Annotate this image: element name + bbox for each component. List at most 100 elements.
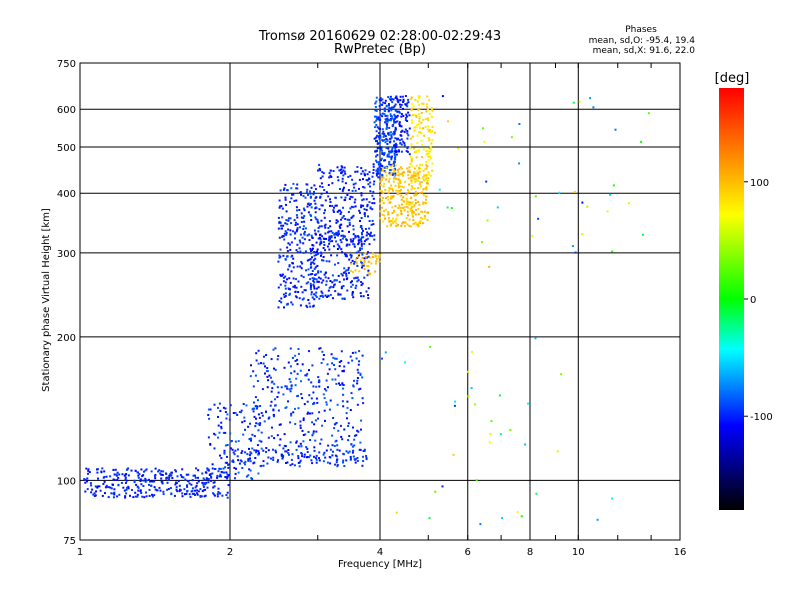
scatter-point bbox=[307, 299, 310, 301]
scatter-point bbox=[282, 254, 285, 257]
y-tick-label: 750 bbox=[57, 59, 76, 70]
scatter-point bbox=[397, 184, 400, 187]
scatter-point bbox=[351, 359, 354, 362]
scatter-point bbox=[391, 98, 393, 101]
scatter-point bbox=[376, 142, 379, 145]
scatter-point bbox=[400, 210, 403, 213]
scatter-point bbox=[415, 193, 418, 196]
scatter-point bbox=[333, 357, 336, 360]
scatter-point bbox=[341, 400, 344, 403]
scatter-point bbox=[446, 206, 449, 209]
scatter-point bbox=[417, 96, 420, 99]
scatter-point bbox=[256, 444, 259, 447]
scatter-point bbox=[338, 169, 341, 172]
scatter-point bbox=[397, 186, 400, 189]
scatter-point bbox=[352, 243, 355, 246]
scatter-point bbox=[341, 237, 344, 240]
scatter-point bbox=[296, 363, 299, 366]
scatter-point bbox=[407, 206, 410, 209]
scatter-point bbox=[329, 280, 332, 282]
scatter-point bbox=[428, 517, 431, 520]
scatter-point bbox=[150, 484, 153, 487]
scatter-point bbox=[257, 413, 260, 416]
scatter-point bbox=[361, 170, 364, 173]
scatter-point bbox=[341, 177, 344, 180]
scatter-point bbox=[302, 434, 305, 436]
scatter-point bbox=[256, 405, 259, 408]
scatter-point bbox=[346, 406, 349, 409]
scatter-point bbox=[402, 221, 404, 224]
scatter-point bbox=[317, 271, 320, 274]
scatter-point bbox=[352, 384, 355, 387]
scatter-point bbox=[211, 472, 214, 475]
scatter-point bbox=[393, 120, 396, 123]
scatter-point bbox=[388, 189, 391, 192]
scatter-point bbox=[217, 470, 220, 473]
scatter-point bbox=[311, 277, 314, 280]
scatter-point bbox=[391, 164, 394, 167]
scatter-point bbox=[425, 164, 428, 167]
scatter-point bbox=[184, 493, 186, 496]
scatter-point bbox=[343, 166, 346, 169]
scatter-point bbox=[407, 214, 409, 217]
scatter-point bbox=[425, 185, 428, 188]
scatter-point bbox=[297, 291, 300, 293]
scatter-point bbox=[336, 448, 339, 451]
scatter-point bbox=[278, 206, 281, 209]
scatter-point bbox=[369, 234, 372, 237]
scatter-point bbox=[343, 297, 346, 300]
scatter-point bbox=[263, 355, 265, 358]
scatter-point bbox=[311, 270, 314, 272]
scatter-point bbox=[388, 150, 390, 153]
scatter-point bbox=[327, 277, 330, 280]
scatter-point bbox=[399, 173, 402, 175]
scatter-point bbox=[313, 262, 316, 265]
scatter-point bbox=[310, 186, 313, 189]
scatter-point bbox=[318, 451, 321, 454]
scatter-point bbox=[367, 183, 370, 186]
scatter-point bbox=[283, 187, 286, 190]
scatter-point bbox=[342, 370, 345, 373]
scatter-point bbox=[367, 232, 370, 235]
scatter-point bbox=[296, 243, 299, 246]
scatter-point bbox=[278, 222, 281, 225]
colorbar-label: [deg] bbox=[715, 71, 750, 86]
scatter-point bbox=[388, 186, 391, 189]
scatter-point bbox=[417, 187, 420, 189]
scatter-point bbox=[342, 405, 345, 408]
scatter-point bbox=[401, 185, 404, 188]
scatter-point bbox=[417, 150, 420, 153]
scatter-point bbox=[346, 277, 349, 280]
scatter-point bbox=[340, 168, 343, 171]
scatter-point bbox=[429, 146, 432, 149]
scatter-point bbox=[248, 468, 251, 471]
scatter-point bbox=[395, 146, 398, 149]
scatter-point bbox=[358, 187, 360, 190]
scatter-point bbox=[278, 444, 281, 447]
scatter-point bbox=[162, 470, 165, 473]
scatter-point bbox=[417, 213, 420, 216]
scatter-point bbox=[340, 172, 343, 175]
scatter-point bbox=[325, 237, 328, 240]
scatter-point bbox=[226, 491, 229, 494]
scatter-point bbox=[303, 220, 306, 223]
scatter-point bbox=[329, 169, 332, 172]
scatter-point bbox=[379, 172, 381, 175]
scatter-point bbox=[357, 430, 360, 433]
scatter-point bbox=[315, 458, 318, 461]
scatter-point bbox=[394, 149, 397, 152]
scatter-point bbox=[428, 173, 431, 176]
x-tick-label: 10 bbox=[572, 547, 585, 558]
scatter-point bbox=[304, 374, 307, 377]
scatter-point bbox=[300, 221, 303, 223]
scatter-point bbox=[336, 465, 339, 468]
scatter-point bbox=[389, 113, 392, 116]
scatter-point bbox=[373, 180, 376, 183]
scatter-point bbox=[367, 287, 370, 290]
scatter-point bbox=[301, 397, 304, 400]
scatter-point bbox=[386, 114, 389, 117]
scatter-point bbox=[210, 476, 213, 479]
scatter-point bbox=[84, 490, 87, 493]
scatter-point bbox=[328, 248, 331, 251]
scatter-point bbox=[333, 445, 336, 447]
